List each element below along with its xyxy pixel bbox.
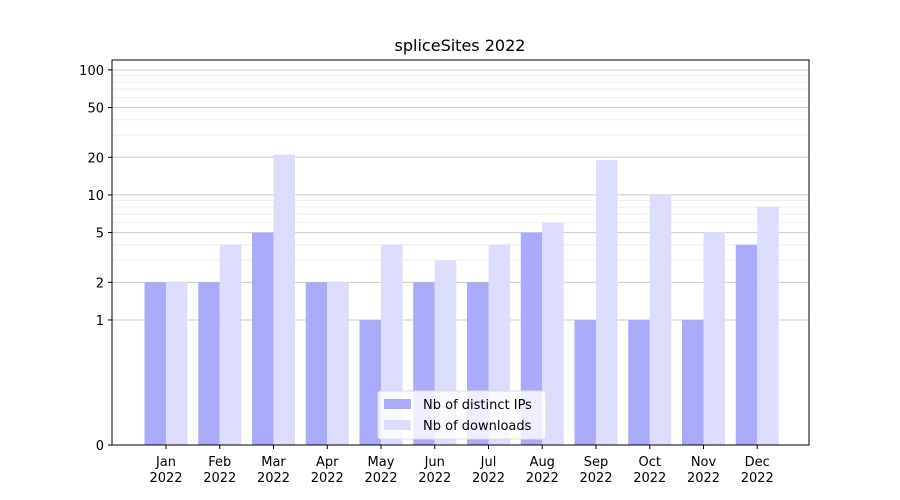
x-tick-label-month: Nov (691, 455, 717, 470)
x-tick-label-year: 2022 (257, 471, 290, 486)
y-tick-label: 50 (87, 102, 104, 117)
bar-downloads (757, 207, 779, 445)
y-tick-label: 0 (96, 439, 104, 454)
y-tick-label: 2 (96, 276, 104, 291)
x-tick-label-month: Jun (424, 455, 445, 470)
bar-downloads (219, 244, 242, 445)
x-tick-label-month: Jul (480, 455, 497, 470)
x-tick-label-year: 2022 (364, 471, 397, 486)
legend-label: Nb of downloads (423, 419, 532, 434)
y-tick-label: 10 (87, 189, 104, 204)
x-tick-label-month: Feb (208, 455, 231, 470)
x-tick-label-year: 2022 (579, 471, 612, 486)
x-axis: Jan2022Feb2022Mar2022Apr2022May2022Jun20… (149, 445, 774, 486)
bar-downloads (596, 160, 618, 445)
y-axis: 0 1 2 5 10 20 50 100 (79, 64, 112, 454)
x-tick-label-month: May (368, 455, 395, 470)
x-tick-label-year: 2022 (472, 471, 505, 486)
x-tick-label-month: Oct (639, 455, 661, 470)
y-tick-label: 20 (87, 151, 104, 166)
x-tick-label-year: 2022 (203, 471, 236, 486)
chart-title: spliceSites 2022 (395, 36, 526, 55)
bar-distinct-ips (735, 244, 758, 445)
legend-box (377, 390, 547, 440)
bar-distinct-ips (574, 319, 596, 445)
bar-downloads (649, 194, 672, 445)
bar-distinct-ips (252, 232, 274, 445)
x-tick-label-year: 2022 (149, 471, 182, 486)
bar-distinct-ips (359, 319, 381, 445)
x-tick-label-year: 2022 (526, 471, 559, 486)
x-tick-label-year: 2022 (741, 471, 774, 486)
y-tick-label: 1 (96, 314, 104, 329)
bar-distinct-ips (198, 282, 220, 445)
x-tick-label-month: Mar (261, 455, 286, 470)
x-tick-label-year: 2022 (687, 471, 720, 486)
x-tick-label-year: 2022 (418, 471, 451, 486)
bar-distinct-ips (305, 282, 328, 445)
bar-distinct-ips (682, 319, 704, 445)
bar-downloads (542, 222, 564, 445)
bar-downloads (166, 282, 188, 445)
y-tick-label: 100 (79, 64, 104, 79)
legend-swatch (384, 420, 411, 430)
legend-swatch (384, 399, 411, 409)
x-tick-label-month: Aug (530, 455, 555, 470)
x-tick-label-month: Sep (584, 455, 609, 470)
legend: Nb of distinct IPs Nb of downloads (377, 390, 547, 440)
plot-frame (111, 59, 810, 446)
x-tick-label-year: 2022 (633, 471, 666, 486)
x-tick-label-month: Apr (316, 455, 339, 470)
x-tick-label-month: Dec (745, 455, 770, 470)
bar-downloads (327, 282, 349, 445)
x-tick-label-month: Jan (155, 455, 176, 470)
x-tick-label-year: 2022 (311, 471, 344, 486)
bar-downloads (273, 154, 295, 446)
legend-label: Nb of distinct IPs (423, 398, 532, 413)
bar-distinct-ips (628, 319, 650, 445)
bar-downloads (703, 232, 725, 445)
y-tick-label: 5 (96, 227, 104, 242)
grid-lines (112, 69, 809, 321)
bar-distinct-ips (144, 282, 166, 445)
